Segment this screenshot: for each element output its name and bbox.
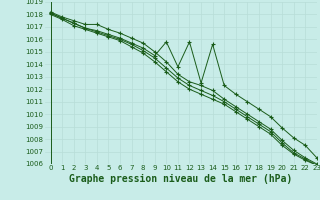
X-axis label: Graphe pression niveau de la mer (hPa): Graphe pression niveau de la mer (hPa) <box>69 174 292 184</box>
